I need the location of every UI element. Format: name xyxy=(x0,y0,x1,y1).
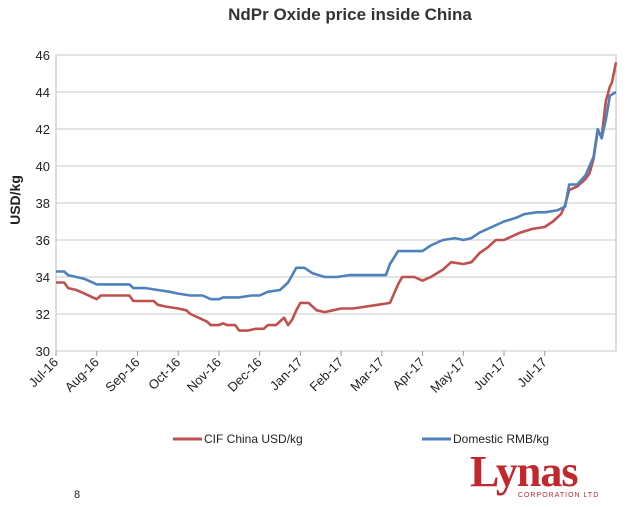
logo-subtitle: CORPORATION LTD xyxy=(518,492,600,499)
legend-label-cif: CIF China USD/kg xyxy=(204,432,303,446)
x-axis: Jul-16 Aug-16 Sep-16 Oct-16 Nov-16 Dec-16 Jan-… xyxy=(25,351,550,396)
legend-label-domestic: Domestic RMB/kg xyxy=(453,432,549,446)
x-tick-label: Dec-16 xyxy=(225,355,265,395)
y-tick-label: 38 xyxy=(36,196,50,211)
chart-title: NdPr Oxide price inside China xyxy=(228,5,472,24)
x-tick-label: Sep-16 xyxy=(102,355,142,395)
x-tick-label: Mar-17 xyxy=(347,355,387,395)
x-tick-label: Oct-16 xyxy=(145,355,183,393)
legend: CIF China USD/kg Domestic RMB/kg xyxy=(173,432,549,446)
x-tick-label: Nov-16 xyxy=(184,355,224,395)
lynas-logo: Lynas CORPORATION LTD xyxy=(470,447,620,504)
y-tick-label: 36 xyxy=(36,233,50,248)
x-tick-label: Jul-17 xyxy=(514,355,550,391)
x-tick-label: Jun-17 xyxy=(470,355,509,394)
x-tick-label: May-17 xyxy=(427,355,468,396)
grid-lines xyxy=(56,54,616,352)
y-tick-label: 32 xyxy=(36,307,50,322)
y-axis-label: USD/kg xyxy=(7,175,23,225)
x-tick-label: Jul-16 xyxy=(25,355,61,391)
y-tick-label: 40 xyxy=(36,159,50,174)
x-tick-label: Aug-16 xyxy=(62,355,102,395)
series-line-domestic xyxy=(56,90,617,301)
y-tick-label: 34 xyxy=(36,270,50,285)
x-tick-label: Apr-17 xyxy=(389,355,427,393)
y-tick-label: 42 xyxy=(36,122,50,137)
series-line-cif xyxy=(56,62,618,332)
y-tick-label: 46 xyxy=(36,48,50,63)
y-axis: 30 32 34 36 38 40 42 44 46 xyxy=(36,48,50,359)
series-lines xyxy=(56,62,618,332)
x-tick-label: Feb-17 xyxy=(306,355,346,395)
logo-wordmark: Lynas xyxy=(470,447,579,496)
y-tick-label: 44 xyxy=(36,85,50,100)
page-number: 8 xyxy=(74,489,81,501)
x-tick-label: Jan-17 xyxy=(267,355,306,394)
y-tick-label: 30 xyxy=(36,344,50,359)
